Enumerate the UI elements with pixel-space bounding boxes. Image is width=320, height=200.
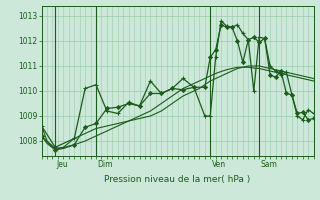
Text: Jeu: Jeu xyxy=(57,160,68,169)
Text: Sam: Sam xyxy=(260,160,277,169)
X-axis label: Pression niveau de la mer( hPa ): Pression niveau de la mer( hPa ) xyxy=(104,175,251,184)
Text: Ven: Ven xyxy=(212,160,226,169)
Text: Dim: Dim xyxy=(97,160,113,169)
